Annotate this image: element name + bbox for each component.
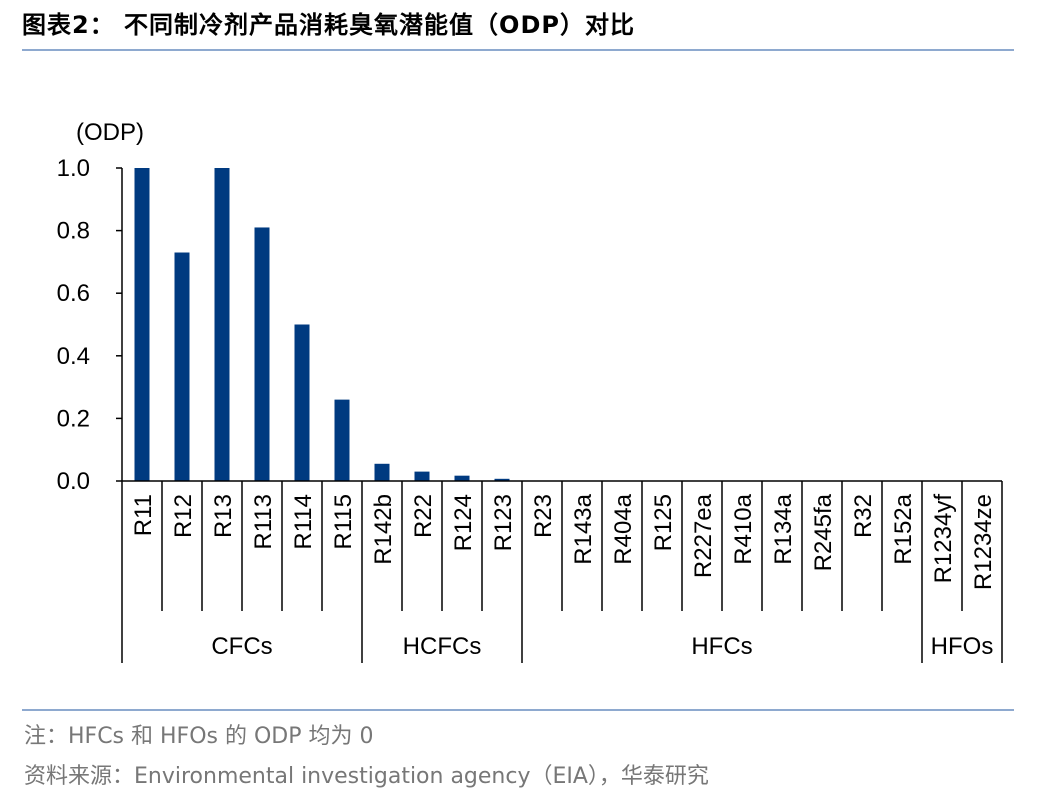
y-unit-label: (ODP) (76, 119, 144, 146)
category-label-R410a: R410a (730, 493, 757, 564)
category-label-R143a: R143a (570, 493, 597, 564)
footer-divider (22, 709, 1014, 711)
bar-R22 (414, 471, 430, 481)
category-label-R142b: R142b (370, 494, 397, 565)
category-label-R13: R13 (210, 494, 237, 538)
group-label-CFCs: CFCs (211, 633, 272, 660)
chart-source: 资料来源：Environmental investigation agency（… (24, 764, 709, 789)
title-divider (22, 49, 1014, 51)
bar-R124 (454, 475, 470, 481)
category-label-R11: R11 (130, 494, 157, 536)
category-label-R1234yf: R1234yf (930, 494, 957, 584)
category-label-R114: R114 (290, 494, 317, 550)
bar-R123 (494, 478, 510, 481)
category-label-R125: R125 (650, 494, 677, 551)
chart-title: 图表2： 不同制冷剂产品消耗臭氧潜能值（ODP）对比 (22, 11, 635, 39)
bar-R11 (134, 168, 150, 481)
bar-R12 (174, 252, 190, 481)
category-label-R404a: R404a (610, 493, 637, 564)
category-label-R12: R12 (170, 494, 197, 538)
y-tick-label: 0.6 (57, 280, 90, 307)
category-label-R23: R23 (530, 494, 557, 538)
category-label-R124: R124 (450, 494, 477, 551)
category-label-R1234ze: R1234ze (970, 494, 997, 590)
y-tick-label: 0.8 (57, 218, 90, 245)
group-label-HFOs: HFOs (931, 633, 994, 660)
bar-R142b (374, 463, 390, 481)
category-label-R152a: R152a (890, 493, 917, 564)
group-label-HFCs: HFCs (691, 633, 752, 660)
category-label-R22: R22 (410, 494, 437, 538)
bar-R114 (294, 324, 310, 481)
bar-R13 (214, 168, 230, 481)
category-label-R115: R115 (330, 494, 357, 550)
bar-R115 (334, 399, 350, 481)
group-label-HCFCs: HCFCs (403, 633, 482, 660)
category-label-R113: R113 (250, 494, 277, 550)
y-tick-label: 1.0 (57, 155, 90, 182)
category-label-R227ea: R227ea (690, 493, 717, 578)
y-tick-label: 0.0 (57, 468, 90, 495)
bar-R113 (254, 227, 270, 481)
category-label-R134a: R134a (770, 493, 797, 564)
category-label-R245fa: R245fa (810, 493, 837, 571)
category-label-R123: R123 (490, 494, 517, 551)
y-tick-label: 0.4 (57, 343, 90, 370)
chart-note: 注：HFCs 和 HFOs 的 ODP 均为 0 (24, 724, 374, 749)
category-label-R32: R32 (850, 494, 877, 538)
odp-bar-chart: (ODP) 0.0 0.2 0.4 0.6 0.8 1.0 R11 R12 R13 R113 R114… (57, 119, 1003, 663)
y-tick-label: 0.2 (57, 405, 90, 432)
